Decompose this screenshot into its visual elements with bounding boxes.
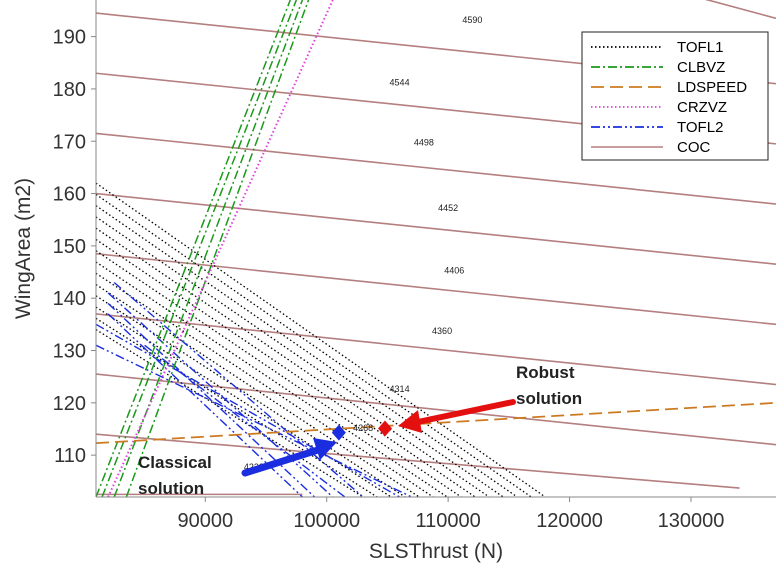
tofl1-line	[96, 238, 476, 497]
robust-solution-label: Robust	[516, 363, 575, 382]
y-tick-label: 130	[53, 341, 86, 363]
y-tick-label: 150	[53, 236, 86, 258]
robust-solution-marker	[378, 420, 392, 437]
x-axis-label: SLSThrust (N)	[369, 540, 503, 563]
legend-box	[581, 31, 769, 161]
legend: TOFL1 CLBVZ LDSPEED CRZVZ TOFL2 COC	[581, 31, 769, 161]
tofl1-line	[96, 205, 518, 497]
legend-entry-label: LDSPEED	[677, 79, 747, 96]
tofl2-line	[107, 302, 316, 497]
coc-value-label: 4452	[438, 203, 458, 213]
tofl1-line	[96, 306, 392, 497]
crzvz-series	[107, 0, 334, 497]
y-tick-label: 180	[53, 79, 86, 101]
tofl1-line	[96, 295, 406, 497]
coc-value-label: 4498	[414, 137, 434, 147]
coc-value-label: 4360	[432, 326, 452, 336]
coc-value-label: 4590	[462, 15, 482, 25]
y-tick-label: 190	[53, 27, 86, 49]
classical-arrow	[241, 446, 322, 477]
coc-labels: 459045444498445244064360431442684222	[244, 15, 483, 472]
y-tick-label: 170	[53, 131, 86, 153]
coc-value-label: 4268	[353, 423, 373, 433]
x-tick-label: 110000	[416, 510, 481, 532]
robust-arrow-head	[398, 410, 422, 433]
annotations: Robust solution Classical solution	[138, 363, 582, 498]
crzvz-line	[107, 0, 334, 497]
tofl1-line	[96, 272, 434, 497]
legend-entry-label: COC	[677, 139, 711, 156]
tofl1-line	[96, 193, 532, 497]
x-tick-label: 130000	[658, 510, 725, 532]
clbvz-line	[113, 0, 304, 497]
y-tick-label: 110	[54, 445, 86, 467]
clbvz-line	[125, 0, 310, 497]
y-tick-label: 160	[53, 184, 86, 206]
classical-solution-label: Classical	[138, 453, 212, 472]
coc-value-label: 4406	[444, 266, 464, 276]
coc-line	[96, 132, 776, 205]
coc-line	[96, 313, 776, 386]
tofl2-line	[96, 323, 400, 497]
classical-arrow-head	[313, 438, 337, 460]
tofl2-line	[107, 292, 334, 497]
clbvz-series	[96, 0, 310, 497]
coc-line	[96, 252, 776, 326]
legend-entry-label: TOFL2	[677, 119, 723, 136]
robust-arrow	[410, 399, 516, 426]
tofl1-line	[96, 329, 364, 497]
legend-entry-label: CRZVZ	[677, 99, 727, 116]
tofl2-line	[96, 344, 413, 497]
legend-entry-label: TOFL1	[677, 39, 723, 56]
coc-line	[704, 0, 776, 20]
coc-value-label: 4314	[390, 384, 410, 394]
tofl1-line	[96, 261, 448, 497]
axes: 90000 100000 110000 120000 130000 110 120 130 14…	[12, 0, 776, 563]
tofl1-line	[96, 182, 546, 497]
y-tick-label: 140	[53, 288, 86, 310]
coc-line	[96, 373, 776, 446]
tofl1-line	[96, 283, 420, 497]
x-tick-label: 90000	[177, 510, 233, 532]
tofl1-line	[96, 227, 490, 497]
y-tick-label: 120	[53, 393, 86, 415]
x-tick-label: 100000	[293, 510, 360, 532]
robust-solution-label: solution	[516, 389, 582, 408]
legend-entry-label: CLBVZ	[677, 59, 725, 76]
clbvz-line	[96, 0, 291, 497]
classical-solution-marker	[331, 424, 346, 441]
coc-value-label: 4544	[390, 77, 410, 87]
classical-solution-label: solution	[138, 479, 204, 498]
clbvz-line	[101, 0, 298, 497]
y-axis-label: WingArea (m2)	[12, 178, 35, 319]
tofl1-line	[96, 250, 462, 497]
tofl1-series	[96, 182, 546, 497]
coc-line	[96, 433, 740, 489]
x-tick-label: 120000	[536, 510, 603, 532]
